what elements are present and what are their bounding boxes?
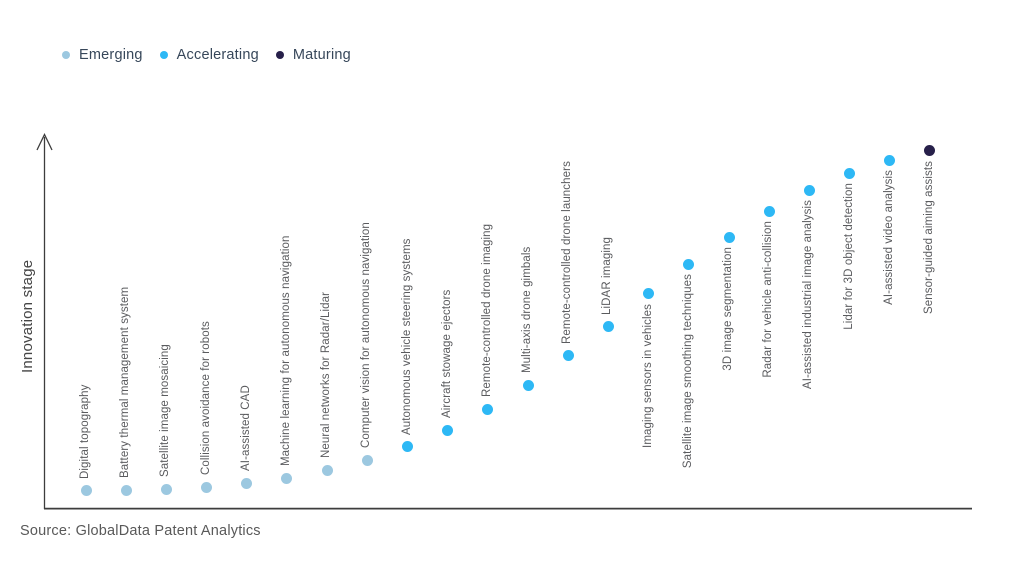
data-point-label: Satellite image mosaicing	[159, 344, 172, 478]
data-point-dot	[844, 167, 856, 179]
data-point-dot	[924, 145, 936, 157]
legend-label: Accelerating	[176, 47, 259, 63]
data-point-dot	[442, 424, 454, 436]
data-point-label: Multi-axis drone gimbals	[521, 246, 534, 374]
data-point-dot	[120, 484, 132, 496]
data-point-dot	[643, 288, 655, 300]
data-point-dot	[80, 485, 92, 497]
data-point-dot	[160, 483, 172, 495]
data-point-label: Sensor-guided aiming assists	[922, 160, 935, 314]
legend-item-maturing: Maturing	[275, 47, 351, 63]
legend-item-accelerating: Accelerating	[159, 47, 259, 63]
data-point-dot	[884, 154, 896, 166]
data-point-dot	[201, 481, 213, 493]
legend-label: Maturing	[292, 47, 351, 63]
data-point-dot	[683, 258, 695, 270]
legend-item-emerging: Emerging	[62, 47, 143, 63]
data-point-dot	[482, 403, 494, 415]
data-point-label: Remote-controlled drone launchers	[561, 161, 574, 344]
legend-dot-accelerating	[159, 51, 168, 59]
data-point-label: Lidar for 3D object detection	[842, 183, 855, 330]
data-point-label: AI-assisted CAD	[239, 385, 252, 472]
data-point-dot	[361, 454, 373, 466]
data-point-dot	[803, 184, 815, 196]
source-note: Source: GlobalData Patent Analytics	[20, 523, 261, 539]
data-point-label: AI-assisted industrial image analysis	[802, 200, 815, 390]
data-point-dot	[522, 379, 534, 391]
data-point-label: Satellite image smoothing techniques	[681, 274, 694, 469]
data-point-label: Radar for vehicle anti-collision	[762, 221, 775, 378]
data-point-dot	[402, 441, 414, 453]
data-point-label: LiDAR imaging	[601, 236, 614, 315]
data-point-label: Imaging sensors in vehicles	[641, 303, 654, 448]
data-point-label: Machine learning for autonomous navigati…	[279, 235, 292, 467]
data-point-dot	[241, 477, 253, 489]
data-point-label: AI-assisted video analysis	[882, 170, 895, 305]
legend-dot-emerging	[62, 51, 70, 59]
data-point-label: Battery thermal management system	[119, 286, 132, 479]
legend: Emerging Accelerating Maturing	[62, 47, 351, 63]
data-point-label: Collision avoidance for robots	[199, 321, 212, 476]
data-point-label: Aircraft stowage ejectors	[440, 289, 453, 419]
data-point-label: Neural networks for Radar/Lidar	[320, 292, 333, 459]
data-point-dot	[763, 205, 775, 217]
data-point-dot	[281, 472, 293, 484]
data-point-label: Computer vision for autonomous navigatio…	[360, 222, 373, 449]
data-point-label: Digital topography	[79, 384, 91, 479]
data-point-label: Autonomous vehicle steering systems	[400, 238, 413, 435]
data-point-dot	[723, 231, 735, 243]
data-point-label: Remote-controlled drone imaging	[480, 224, 493, 398]
legend-label: Emerging	[79, 47, 143, 63]
legend-dot-maturing	[275, 51, 284, 59]
data-point-dot	[321, 464, 333, 476]
data-point-dot	[602, 321, 614, 333]
data-point-label: 3D image segmentation	[722, 247, 735, 371]
data-point-dot	[562, 350, 574, 362]
